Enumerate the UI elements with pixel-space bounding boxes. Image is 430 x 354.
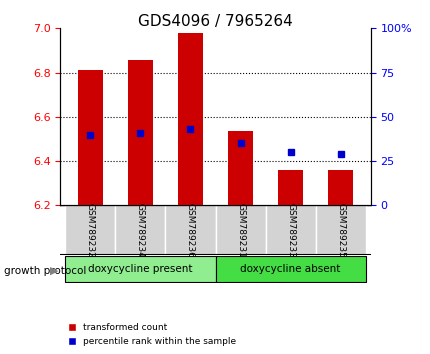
Bar <box>178 33 203 205</box>
FancyBboxPatch shape <box>215 205 265 255</box>
Text: GSM789231: GSM789231 <box>236 202 245 258</box>
Bar <box>277 170 302 205</box>
Text: doxycycline absent: doxycycline absent <box>240 264 340 274</box>
Legend: transformed count, percentile rank within the sample: transformed count, percentile rank withi… <box>64 320 239 349</box>
FancyBboxPatch shape <box>315 205 365 255</box>
Text: ▶: ▶ <box>49 266 58 276</box>
FancyBboxPatch shape <box>215 256 365 282</box>
Text: GDS4096 / 7965264: GDS4096 / 7965264 <box>138 14 292 29</box>
Bar <box>128 61 153 205</box>
Text: GSM789233: GSM789233 <box>286 202 295 258</box>
Text: doxycycline present: doxycycline present <box>88 264 192 274</box>
Text: growth protocol: growth protocol <box>4 266 86 276</box>
FancyBboxPatch shape <box>265 205 315 255</box>
Text: GSM789236: GSM789236 <box>185 202 194 258</box>
FancyBboxPatch shape <box>65 205 115 255</box>
FancyBboxPatch shape <box>65 256 215 282</box>
FancyBboxPatch shape <box>165 205 215 255</box>
Bar <box>327 170 352 205</box>
Text: GSM789235: GSM789235 <box>335 202 344 258</box>
Bar <box>227 131 252 205</box>
Text: GSM789234: GSM789234 <box>135 203 144 257</box>
Text: GSM789232: GSM789232 <box>86 203 95 257</box>
Bar <box>78 70 103 205</box>
FancyBboxPatch shape <box>115 205 165 255</box>
